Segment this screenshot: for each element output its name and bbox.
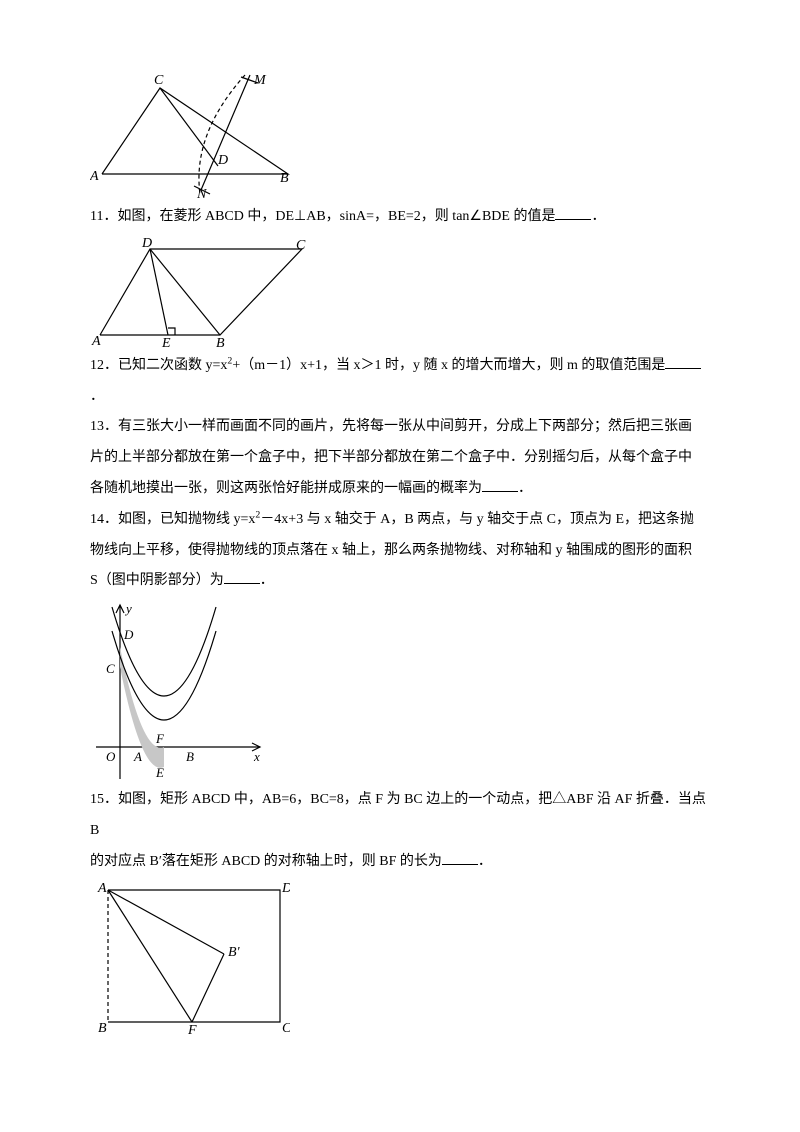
q11-text-a: 11．如图，在菱形 ABCD 中，DE⊥AB，sinA=，BE=2，则 tan∠…: [90, 209, 555, 224]
q13-line3a: 各随机地摸出一张，则这两张恰好能拼成原来的一幅画的概率为: [90, 481, 482, 496]
svg-text:B: B: [98, 1021, 107, 1036]
svg-text:A: A: [97, 881, 107, 896]
svg-text:A: A: [91, 334, 101, 347]
svg-text:M: M: [253, 73, 267, 88]
q15-line1: 15．如图，矩形 ABCD 中，AB=6，BC=8，点 F 为 BC 边上的一个…: [90, 792, 706, 838]
svg-text:F: F: [187, 1023, 197, 1038]
figure-q10: A C M B D N: [90, 72, 710, 198]
svg-text:D: D: [217, 153, 228, 168]
question-15-line2: 的对应点 B′落在矩形 ABCD 的对称轴上时，则 BF 的长为 ．: [90, 847, 710, 878]
svg-text:F: F: [155, 731, 165, 746]
svg-text:D: D: [123, 627, 134, 642]
q12-blank: [665, 355, 701, 369]
q14-line2: 物线向上平移，使得抛物线的顶点落在 x 轴上，那么两条抛物线、对称轴和 y 轴围…: [90, 543, 692, 558]
svg-text:A: A: [90, 169, 99, 184]
figure-q15: A D B C F B': [90, 880, 710, 1038]
q14-line1a: 14．如图，已知抛物线 y=x: [90, 512, 255, 527]
q15-line2b: ．: [478, 854, 492, 869]
figure-q14: y x O A B C D E F: [90, 599, 710, 781]
question-13-line1: 13．有三张大小一样而画面不同的画片，先将每一张从中间剪开，分成上下两部分；然后…: [90, 412, 710, 443]
svg-text:B: B: [186, 749, 194, 764]
svg-text:E: E: [155, 765, 164, 780]
svg-text:C: C: [154, 73, 164, 88]
svg-text:y: y: [124, 601, 132, 616]
q13-blank: [482, 478, 518, 492]
svg-text:D: D: [141, 236, 152, 251]
svg-text:B: B: [216, 336, 225, 347]
svg-text:A: A: [133, 749, 142, 764]
q13-line1: 13．有三张大小一样而画面不同的画片，先将每一张从中间剪开，分成上下两部分；然后…: [90, 419, 692, 434]
q14-line1b: －4x+3 与 x 轴交于 A，B 两点，与 y 轴交于点 C，顶点为 E，把这…: [260, 512, 694, 527]
question-12: 12．已知二次函数 y=x2+（m－1）x+1，当 x＞1 时，y 随 x 的增…: [90, 351, 710, 382]
svg-text:N: N: [196, 187, 207, 198]
q11-text-b: ．: [591, 209, 605, 224]
question-14-line3: S（图中阴影部分）为 ．: [90, 566, 710, 597]
question-14-line2: 物线向上平移，使得抛物线的顶点落在 x 轴上，那么两条抛物线、对称轴和 y 轴围…: [90, 536, 710, 567]
svg-text:C: C: [296, 238, 306, 253]
q12-text-c: ．: [90, 389, 104, 404]
q14-blank: [224, 570, 260, 584]
question-11: 11．如图，在菱形 ABCD 中，DE⊥AB，sinA=，BE=2，则 tan∠…: [90, 202, 710, 233]
q13-line3b: ．: [518, 481, 532, 496]
svg-text:D: D: [281, 881, 290, 896]
figure-q11: A E B D C: [90, 235, 710, 347]
q15-blank: [442, 850, 478, 864]
q12-text-a: 12．已知二次函数 y=x: [90, 358, 227, 373]
q14-line3b: ．: [260, 573, 274, 588]
question-15-line1: 15．如图，矩形 ABCD 中，AB=6，BC=8，点 F 为 BC 边上的一个…: [90, 785, 710, 847]
svg-text:C: C: [282, 1021, 290, 1036]
q14-line3a: S（图中阴影部分）为: [90, 573, 224, 588]
svg-text:E: E: [161, 336, 171, 347]
svg-text:O: O: [106, 749, 116, 764]
svg-text:x: x: [253, 749, 260, 764]
q11-blank: [555, 206, 591, 220]
q12-text-b: +（m－1）x+1，当 x＞1 时，y 随 x 的增大而增大，则 m 的取值范围…: [232, 358, 665, 373]
svg-text:B: B: [280, 171, 289, 186]
svg-text:C: C: [106, 661, 115, 676]
svg-text:B': B': [228, 945, 241, 960]
q15-line2a: 的对应点 B′落在矩形 ABCD 的对称轴上时，则 BF 的长为: [90, 854, 442, 869]
question-14-line1: 14．如图，已知抛物线 y=x2－4x+3 与 x 轴交于 A，B 两点，与 y…: [90, 505, 710, 536]
question-13-line3: 各随机地摸出一张，则这两张恰好能拼成原来的一幅画的概率为 ．: [90, 474, 710, 505]
question-12b: ．: [90, 382, 710, 413]
question-13-line2: 片的上半部分都放在第一个盒子中，把下半部分都放在第二个盒子中．分别摇匀后，从每个…: [90, 443, 710, 474]
q13-line2: 片的上半部分都放在第一个盒子中，把下半部分都放在第二个盒子中．分别摇匀后，从每个…: [90, 450, 692, 465]
